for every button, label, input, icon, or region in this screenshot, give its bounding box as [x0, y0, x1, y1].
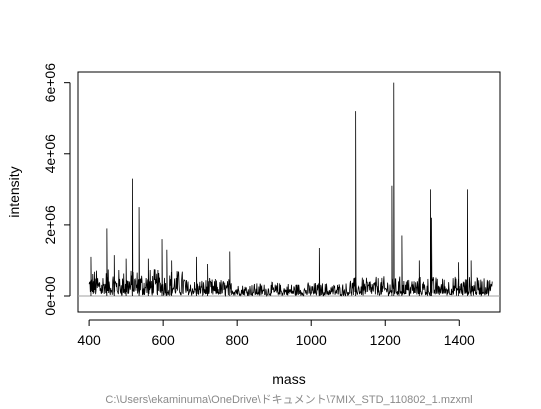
x-tick-label: 400 — [77, 332, 101, 348]
y-axis-title: intensity — [6, 166, 22, 217]
y-tick-label: 2e+06 — [42, 205, 58, 245]
x-tick-label: 800 — [225, 332, 249, 348]
y-tick-label: 0e+00 — [42, 276, 58, 316]
x-tick-label: 1200 — [370, 332, 401, 348]
x-axis: 400 600 800 1000 1200 1400 — [77, 319, 475, 348]
x-axis-title: mass — [272, 371, 305, 387]
file-path-caption: C:\Users\ekaminuma\OneDrive\ドキュメント\7MIX_… — [105, 394, 472, 406]
x-tick-label: 1400 — [444, 332, 475, 348]
y-axis: 0e+00 2e+06 4e+06 6e+06 — [42, 63, 71, 316]
x-tick-label: 600 — [151, 332, 175, 348]
spectrum-trace — [88, 82, 493, 298]
plot-frame — [77, 71, 501, 313]
x-tick-label: 1000 — [296, 332, 327, 348]
y-tick-label: 4e+06 — [42, 134, 58, 174]
y-tick-label: 6e+06 — [42, 63, 58, 103]
